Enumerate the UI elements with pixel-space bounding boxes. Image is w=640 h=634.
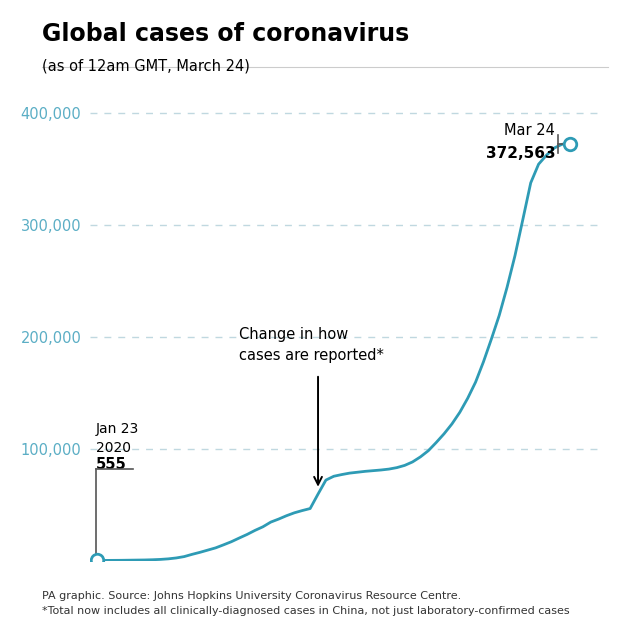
Text: Jan 23
2020: Jan 23 2020 [96,422,139,455]
Text: PA graphic. Source: Johns Hopkins University Coronavirus Resource Centre.
*Total: PA graphic. Source: Johns Hopkins Univer… [42,592,569,616]
Text: (as of 12am GMT, March 24): (as of 12am GMT, March 24) [42,58,250,74]
Text: Mar 24: Mar 24 [504,123,555,138]
Text: 372,563: 372,563 [486,146,555,161]
Text: Global cases of coronavirus: Global cases of coronavirus [42,22,409,46]
Text: 555: 555 [96,457,127,472]
Text: Change in how
cases are reported*: Change in how cases are reported* [239,327,384,363]
